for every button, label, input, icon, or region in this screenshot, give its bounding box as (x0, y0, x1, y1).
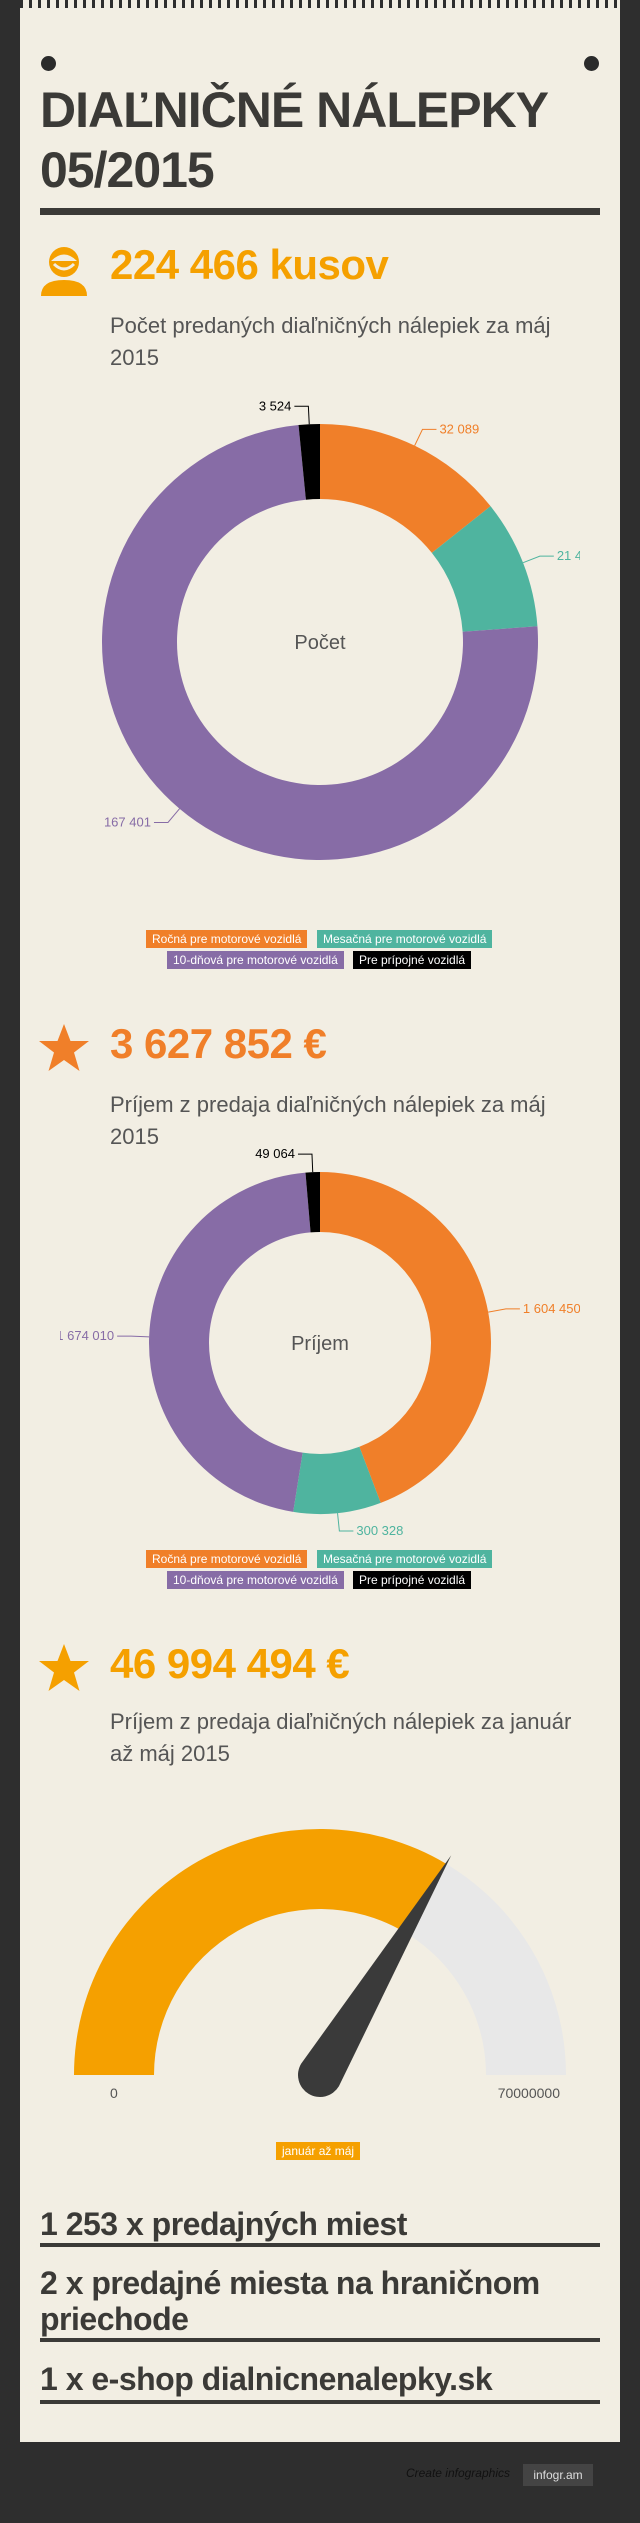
donut-center-label: Príjem (291, 1333, 349, 1355)
gauge-max-label: 70000000 (498, 2085, 561, 2101)
stat-border-points: 2 x predajné miesta na hraničnom priecho… (40, 2265, 540, 2337)
data-label-2: 1 674 010 (60, 1328, 114, 1343)
legend-item-3[interactable]: Pre prípojné vozidlá (353, 1571, 472, 1589)
legend-item-1[interactable]: Mesačná pre motorové vozidlá (317, 930, 493, 948)
slice-0[interactable] (320, 1172, 491, 1503)
data-label-0: 32 089 (439, 421, 479, 436)
slice-2[interactable] (149, 1172, 311, 1512)
footer-credit: Create infographics (405, 2466, 510, 2480)
legend-item-0[interactable]: Ročná pre motorové vozidlá (146, 1550, 308, 1568)
pin-left-icon (41, 56, 56, 71)
revenue-may-description: Príjem z predaja diaľničných nálepiek za… (110, 1092, 546, 1149)
legend-item-0[interactable]: Ročná pre motorové vozidlá (146, 930, 308, 948)
perforated-edge (20, 0, 620, 8)
leader-line-0 (414, 428, 437, 446)
revenue-ytd-description: Príjem z predaja diaľničných nálepiek za… (110, 1709, 572, 1766)
slice-0[interactable] (320, 424, 491, 553)
person-icon (41, 247, 87, 296)
gauge-min-label: 0 (110, 2085, 118, 2101)
leader-line-0 (488, 1308, 520, 1313)
slice-1[interactable] (431, 506, 538, 632)
revenue-ytd-value: 46 994 494 € (110, 1640, 350, 1687)
leader-line-2 (153, 808, 180, 823)
gauge-fill (74, 1829, 447, 2075)
data-label-3: 49 064 (255, 1146, 295, 1161)
donut-chart-count: 32 089 21 452 167 401 3 524 Počet (102, 398, 580, 860)
donut-chart-revenue: 1 604 450 300 328 1 674 010 49 064 Príjem (60, 1146, 580, 1538)
data-label-3: 3 524 (259, 398, 292, 413)
leader-line-1 (337, 1513, 354, 1532)
stat-divider (40, 2338, 600, 2342)
leader-line-3 (297, 1153, 314, 1173)
pin-right-icon (584, 56, 599, 71)
title-underline (40, 208, 600, 215)
leader-line-1 (522, 555, 554, 564)
gauge-needle (298, 1855, 452, 2097)
slice-3[interactable] (298, 424, 320, 500)
sold-count-description: Počet predaných diaľničných nálepiek za … (110, 313, 551, 370)
slice-2[interactable] (102, 425, 539, 860)
sold-count-value: 224 466 kusov (110, 241, 389, 288)
legend-item-gauge[interactable]: január až máj (276, 2142, 361, 2160)
revenue-may-value: 3 627 852 € (110, 1020, 327, 1067)
star-icon (39, 1644, 89, 1691)
star-icon (39, 1024, 89, 1071)
legend-item-3[interactable]: Pre prípojné vozidlá (353, 951, 472, 969)
infogram-button[interactable]: infogr.am (523, 2464, 593, 2486)
page-title: DIAĽNIČNÉ NÁLEPKY 05/2015 (40, 82, 548, 198)
legend-item-2[interactable]: 10-dňová pre motorové vozidlá (167, 951, 344, 969)
slice-3[interactable] (305, 1172, 320, 1233)
donut-center-label: Počet (294, 632, 346, 654)
legend-item-1[interactable]: Mesačná pre motorové vozidlá (317, 1550, 493, 1568)
data-label-0: 1 604 450 (523, 1301, 580, 1316)
leader-line-2 (117, 1335, 150, 1338)
data-label-2: 167 401 (104, 814, 151, 829)
leader-line-3 (294, 405, 310, 425)
stat-divider (40, 2243, 600, 2247)
slice-1[interactable] (293, 1446, 381, 1514)
gauge-chart: 0 70000000 (74, 1829, 566, 2101)
data-label-1: 300 328 (356, 1523, 403, 1538)
stat-sales-points: 1 253 x predajných miest (40, 2206, 407, 2242)
stat-divider (40, 2400, 600, 2404)
legend-item-2[interactable]: 10-dňová pre motorové vozidlá (167, 1571, 344, 1589)
stat-eshop: 1 x e-shop dialnicnenalepky.sk (40, 2361, 493, 2397)
data-label-1: 21 452 (557, 548, 580, 563)
